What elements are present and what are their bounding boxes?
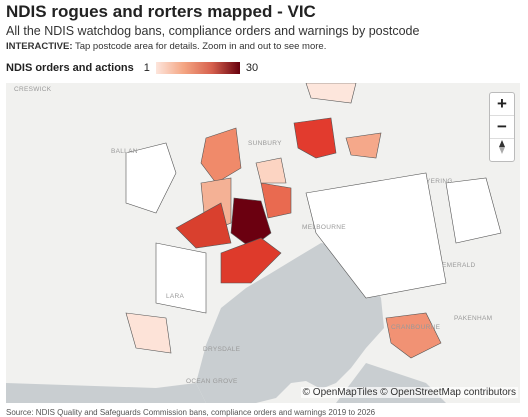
attribution[interactable]: © OpenMapTiles © OpenStreetMap contribut… [300,387,518,398]
note-text: Tap postcode area for details. Zoom in a… [74,41,327,52]
note-label: INTERACTIVE: [6,41,73,52]
legend-max: 30 [245,62,259,74]
place-label: EMERALD [442,262,476,269]
title: NDIS rogues and rorters mapped - VIC [6,2,316,21]
compass[interactable] [490,139,514,161]
place-labels: CRESWICK BALLAN SUNBURY YERING MELBOURNE… [14,86,492,385]
place-label: SUNBURY [248,140,282,147]
zoom-in[interactable]: + [490,93,514,116]
place-label: CRANBOURNE [391,324,441,331]
postcodes [125,83,502,359]
sea [6,383,206,403]
bay [196,243,384,403]
place-label: DRYSDALE [203,346,241,353]
source: Source: NDIS Quality and Safeguards Comm… [6,408,376,417]
place-label: BALLAN [111,148,138,155]
place-label: CRESWICK [14,86,52,93]
place-label: OCEAN GROVE [186,378,238,385]
compass-icon [499,140,505,154]
place-label: PAKENHAM [454,315,492,322]
place-label: YERING [426,178,453,185]
legend: NDIS orders and actions 1 30 [6,62,258,74]
legend-min: 1 [143,62,150,74]
zoom-out[interactable]: − [490,116,514,139]
zoom-controls: + − [489,92,515,162]
place-label: MELBOURNE [302,224,346,231]
map[interactable]: CRESWICK BALLAN SUNBURY YERING MELBOURNE… [6,83,520,403]
legend-title: NDIS orders and actions [6,62,134,74]
place-label: LARA [166,293,185,300]
interactive-note: INTERACTIVE: Tap postcode area for detai… [6,41,326,52]
subtitle: All the NDIS watchdog bans, compliance o… [6,24,420,38]
legend-gradient [155,62,240,74]
